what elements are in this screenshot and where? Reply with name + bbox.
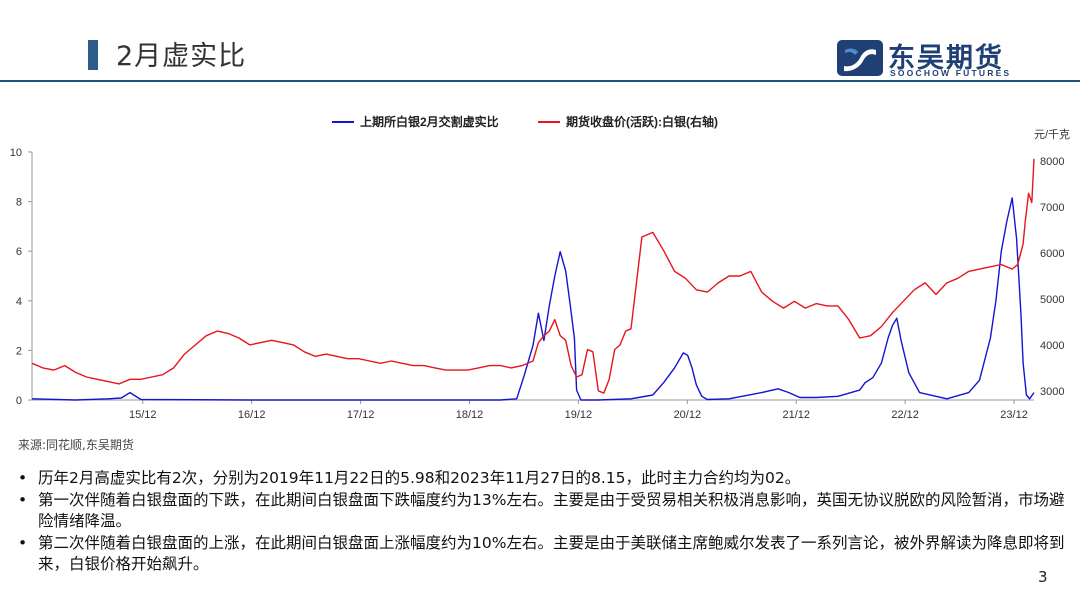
right-tick-label: 7000 <box>1040 202 1064 214</box>
soochow-futures-logo: 东吴期货 SOOCHOW FUTURES <box>836 38 1046 78</box>
right-tick-label: 4000 <box>1040 340 1064 352</box>
bullet-item: • 历年2月高虚实比有2次，分别为2019年11月22日的5.98和2023年11… <box>18 468 1068 490</box>
right-tick-label: 8000 <box>1040 156 1064 168</box>
title-accent-bar <box>88 40 98 70</box>
right-tick-label: 3000 <box>1040 386 1064 398</box>
bullet-marker: • <box>18 490 28 509</box>
x-tick-label: 19/12 <box>565 409 593 421</box>
dual-axis-line-chart: 上期所白银2月交割虚实比 期货收盘价(活跃):白银(右轴) 0 2 4 6 8 10 3000… <box>10 114 1070 421</box>
left-tick-label: 10 <box>10 147 22 159</box>
bullet-marker: • <box>18 533 28 552</box>
bullet-text: 第二次伴随着白银盘面的上涨，在此期间白银盘面上涨幅度约为10%左右。主要是由于美… <box>38 533 1065 574</box>
x-tick-label: 21/12 <box>782 409 810 421</box>
silver-price-line <box>31 158 1035 394</box>
x-tick-label: 15/12 <box>129 409 157 421</box>
legend-label: 期货收盘价(活跃):白银(右轴) <box>566 114 718 129</box>
chart-axes: 0 2 4 6 8 10 3000 4000 5000 6000 7000 8000 元/千克 15/12… <box>10 128 1070 421</box>
bullet-item: • 第二次伴随着白银盘面的上涨，在此期间白银盘面上涨幅度约为10%左右。主要是由于… <box>18 533 1068 576</box>
page-number: 3 <box>1038 568 1048 586</box>
bullet-marker: • <box>18 469 28 487</box>
right-axis-unit: 元/千克 <box>1034 128 1070 141</box>
right-tick-label: 5000 <box>1040 294 1064 306</box>
chart-lines <box>31 158 1035 401</box>
bullet-text: 第一次伴随着白银盘面的下跌，在此期间白银盘面下跌幅度约为13%左右。主要是由于受… <box>38 490 1065 531</box>
source-note: 来源:同花顺,东吴期货 <box>18 438 134 452</box>
left-tick-label: 8 <box>16 197 22 209</box>
left-tick-label: 2 <box>16 345 22 357</box>
right-tick-label: 6000 <box>1040 248 1064 260</box>
x-tick-label: 16/12 <box>238 409 266 421</box>
left-tick-label: 4 <box>16 296 22 308</box>
x-tick-label: 18/12 <box>456 409 484 421</box>
bullet-list: • 历年2月高虚实比有2次，分别为2019年11月22日的5.98和2023年11… <box>18 468 1068 576</box>
chart-legend: 上期所白银2月交割虚实比 期货收盘价(活跃):白银(右轴) <box>332 114 718 129</box>
x-tick-label: 20/12 <box>674 409 702 421</box>
left-tick-label: 6 <box>16 246 22 258</box>
header-divider <box>0 80 1080 82</box>
page-title: 2月虚实比 <box>116 41 247 72</box>
bullet-item: • 第一次伴随着白银盘面的下跌，在此期间白银盘面下跌幅度约为13%左右。主要是由于… <box>18 490 1068 533</box>
bullet-text: 历年2月高虚实比有2次，分别为2019年11月22日的5.98和2023年11月… <box>38 469 801 487</box>
logo-mark-icon <box>837 40 883 76</box>
logo-chinese-text: 东吴期货 <box>888 43 1004 74</box>
x-tick-label: 22/12 <box>891 409 919 421</box>
delivery-ratio-line <box>31 197 1035 401</box>
x-tick-label: 23/12 <box>1000 409 1028 421</box>
legend-label: 上期所白银2月交割虚实比 <box>360 114 499 129</box>
x-tick-label: 17/12 <box>347 409 375 421</box>
left-tick-label: 0 <box>16 395 22 407</box>
logo-english-text: SOOCHOW FUTURES <box>890 68 1012 78</box>
